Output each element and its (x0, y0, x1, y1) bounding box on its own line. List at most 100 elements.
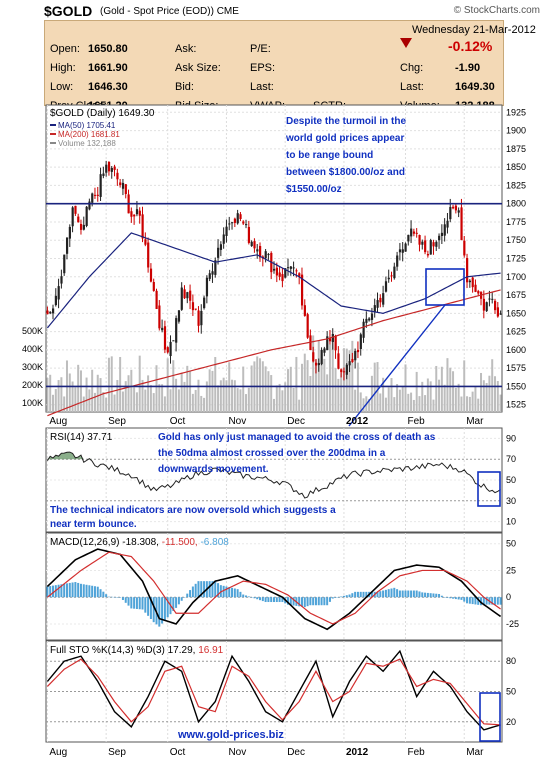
y-tick-label: 50 (506, 539, 516, 549)
price-candle (233, 218, 237, 223)
price-candle (175, 318, 178, 343)
macd-histogram-bar (292, 597, 295, 606)
volume-bar (203, 397, 206, 412)
macd-histogram-bar (337, 597, 340, 598)
volume-tick-label: 100K (22, 398, 43, 408)
price-candle (376, 300, 379, 308)
macd-histogram-bar (398, 590, 401, 598)
volume-bar (133, 387, 136, 412)
y-tick-label: 1550 (506, 381, 526, 391)
macd-histogram-bar (211, 581, 214, 598)
price-candle (356, 349, 360, 353)
volume-bar (331, 339, 334, 412)
volume-bar (494, 376, 497, 412)
volume-bar (435, 365, 438, 412)
macd-histogram-bar (250, 597, 253, 598)
y-tick-label: 1525 (506, 400, 526, 410)
macd-histogram-bar (390, 588, 393, 598)
macd-histogram-bar (147, 597, 150, 616)
volume-bar (471, 391, 474, 412)
macd-histogram-bar (334, 597, 337, 598)
quote-label: Bid: (175, 81, 194, 93)
volume-bar (326, 374, 329, 412)
price-candle (412, 231, 416, 234)
volume-bar (421, 381, 424, 412)
quote-label: Chg: (400, 62, 424, 74)
price-candle (382, 293, 385, 305)
macd-histogram-bar (79, 583, 82, 598)
price-candle (312, 352, 315, 362)
macd-histogram-bar (161, 597, 164, 624)
price-candle (396, 255, 399, 267)
price-candle (79, 223, 83, 230)
price-candle (211, 271, 214, 275)
macd-histogram-bar (306, 597, 309, 607)
quote-value: -1.90 (455, 62, 481, 74)
volume-bar (491, 359, 494, 412)
macd-histogram-bar (491, 597, 494, 605)
macd-histogram-bar (110, 596, 113, 598)
macd-histogram-bar (273, 597, 275, 603)
volume-bar (141, 379, 144, 412)
macd-histogram-bar (452, 597, 455, 599)
ma200-line (47, 289, 501, 417)
legend-entry: Volume 132,188 (58, 139, 116, 148)
price-candle (130, 211, 133, 217)
volume-bar (309, 375, 312, 412)
volume-bar (222, 377, 225, 412)
price-candle (342, 371, 346, 373)
price-title: $GOLD (Daily) 1649.30 (50, 108, 155, 119)
volume-bar (211, 370, 214, 412)
volume-bar (77, 364, 80, 412)
volume-bar (275, 385, 278, 412)
volume-bar (245, 394, 248, 412)
macd-histogram-bar (63, 583, 66, 598)
price-candle (231, 222, 234, 224)
price-candle (320, 349, 323, 365)
macd-histogram-bar (222, 585, 225, 598)
macd-histogram-bar (197, 581, 200, 598)
price-candle (51, 308, 55, 314)
volume-bar (432, 399, 435, 412)
x-tick-label: Sep (108, 747, 126, 758)
volume-bar (312, 335, 315, 412)
y-tick-label: 25 (506, 565, 516, 575)
volume-bar (337, 378, 340, 412)
quote-label: Ask: (175, 43, 197, 55)
macd-histogram-bar (443, 597, 446, 598)
volume-bar (88, 389, 91, 412)
price-candle (424, 240, 427, 253)
price-candle (194, 308, 197, 310)
macd-histogram-bar (99, 589, 102, 598)
volume-bar (320, 353, 323, 412)
volume-bar (259, 358, 262, 412)
price-candle (485, 302, 488, 312)
volume-bar (446, 358, 449, 412)
y-tick-label: 1750 (506, 235, 526, 245)
price-candle (354, 350, 357, 361)
price-candle (384, 281, 388, 292)
volume-bar (328, 344, 331, 412)
macd-histogram-bar (454, 597, 457, 600)
macd-histogram-bar (432, 593, 435, 598)
price-candle (326, 336, 329, 351)
price-candle (152, 281, 155, 291)
volume-bar (415, 371, 418, 412)
x-tick-label: Aug (49, 747, 67, 758)
volume-bar (496, 381, 499, 412)
volume-bar (186, 365, 189, 412)
macd-histogram-bar (449, 597, 452, 599)
macd-histogram-bar (166, 597, 169, 618)
y-tick-label: 1875 (506, 144, 526, 154)
price-candle (435, 241, 438, 247)
volume-bar (152, 393, 155, 412)
volume-bar (197, 379, 200, 412)
volume-bar (93, 392, 96, 412)
price-candle (245, 224, 248, 226)
volume-bar (348, 350, 351, 412)
highlight-box (479, 692, 501, 742)
macd-histogram-bar (314, 597, 317, 606)
volume-bar (149, 385, 152, 412)
volume-bar (345, 348, 348, 412)
macd-histogram-bar (342, 595, 345, 598)
